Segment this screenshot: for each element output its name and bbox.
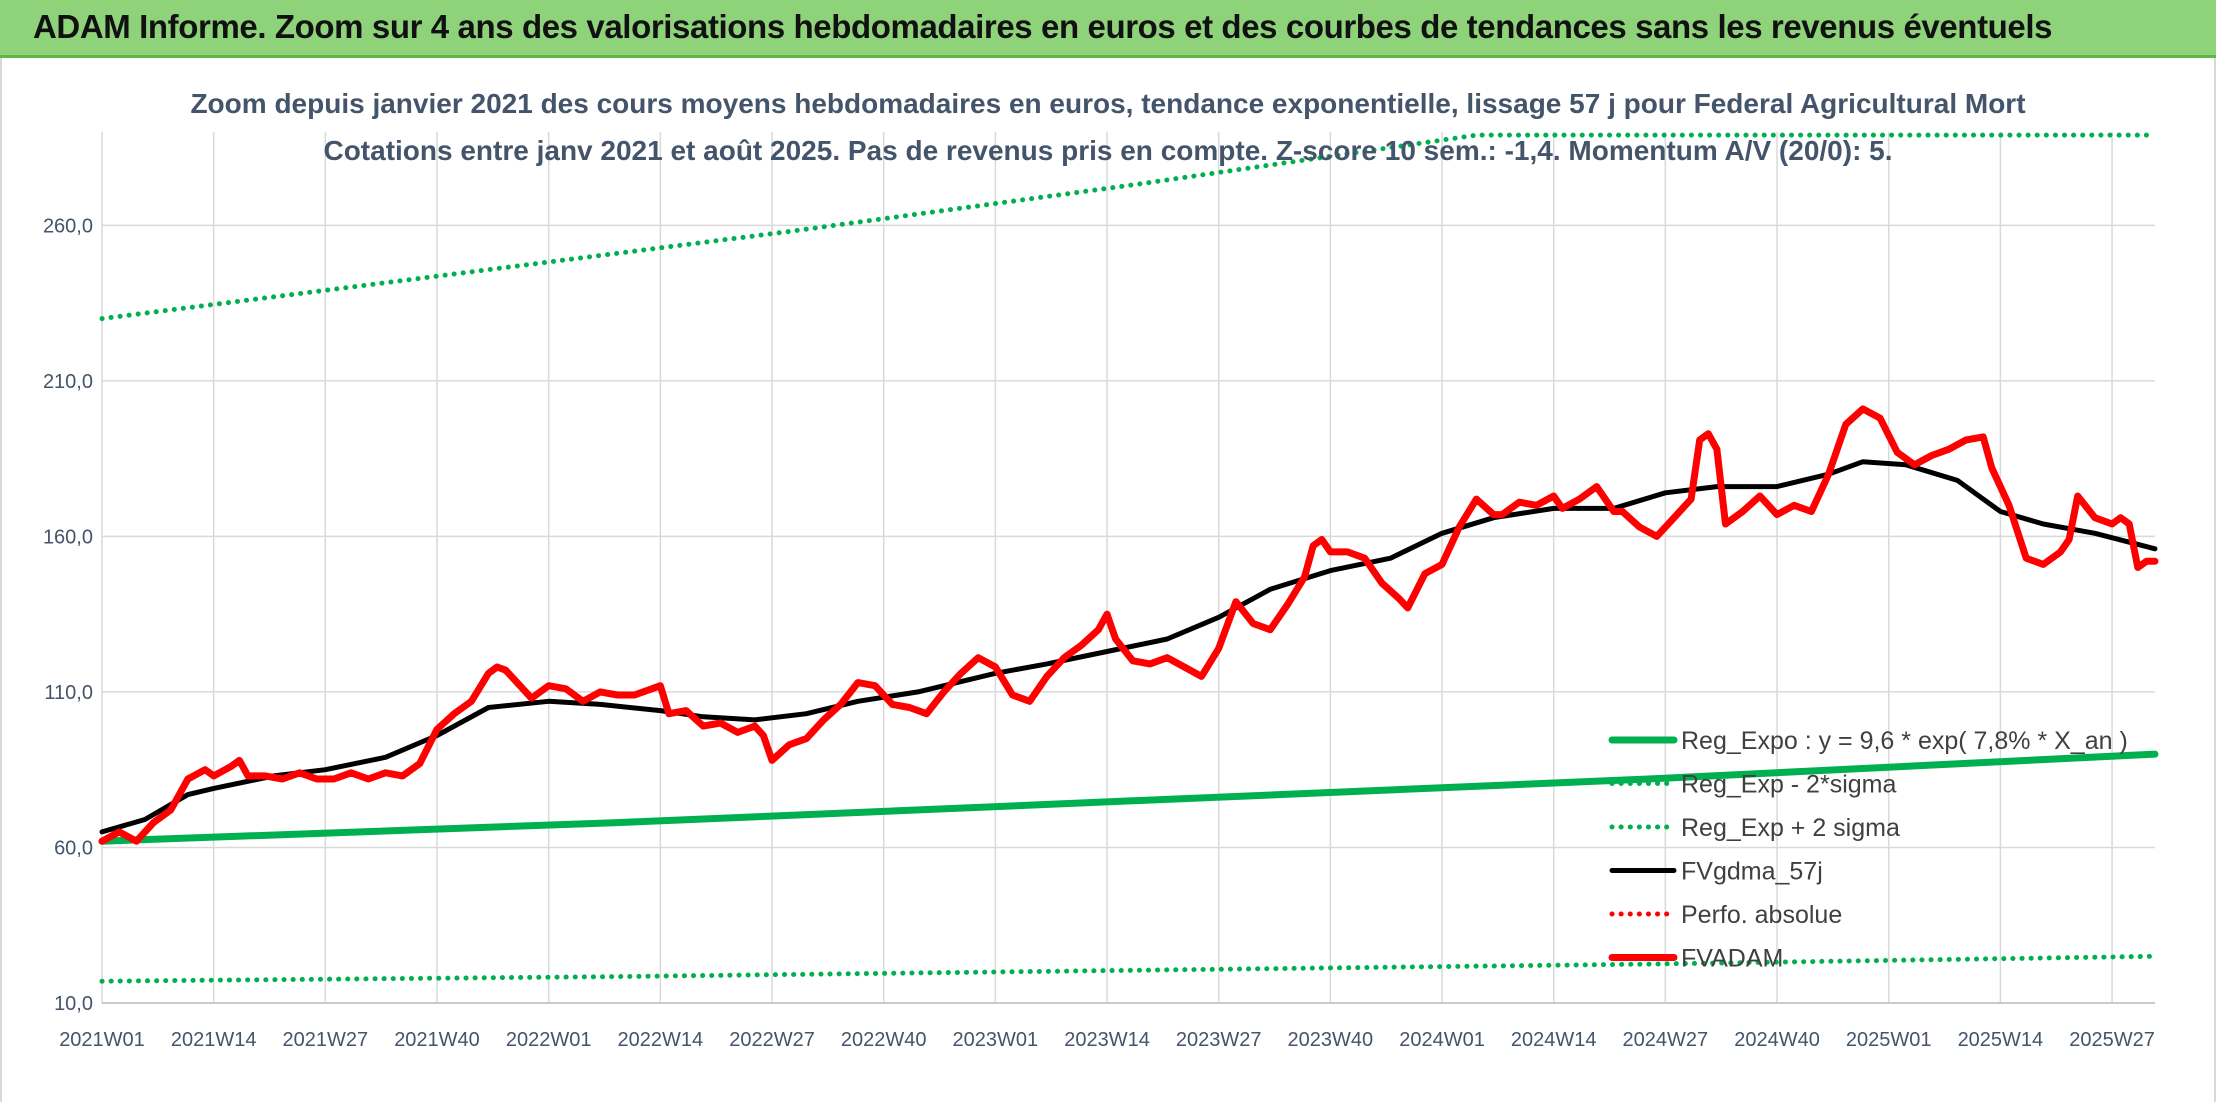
x-tick-label: 2021W01 (59, 1029, 145, 1051)
x-tick-label: 2024W27 (1623, 1029, 1709, 1051)
x-tick-label: 2023W27 (1176, 1029, 1262, 1051)
x-tick-label: 2025W14 (1958, 1029, 2044, 1051)
legend-label: Reg_Expo : y = 9,6 * exp( 7,8% * X_an ) (1681, 727, 2128, 755)
legend: Reg_Expo : y = 9,6 * exp( 7,8% * X_an ) R… (1608, 727, 2128, 973)
page-title: ADAM Informe. Zoom sur 4 ans des valoris… (33, 8, 2053, 45)
x-tick-label: 2022W27 (729, 1029, 815, 1051)
header-banner: ADAM Informe. Zoom sur 4 ans des valoris… (0, 0, 2216, 58)
y-axis: 10,0 60,0 110,0 160,0 210,0 260,0 (43, 215, 93, 1015)
series-line (99, 132, 2158, 322)
series-line (99, 459, 2158, 835)
series-lines (98, 132, 2159, 984)
x-tick-label: 2024W01 (1399, 1029, 1485, 1051)
x-tick-label: 2022W14 (618, 1029, 704, 1051)
chart-subtitle: Cotations entre janv 2021 et août 2025. … (323, 135, 1893, 166)
x-tick-label: 2022W40 (841, 1029, 927, 1051)
series-line (98, 405, 2159, 845)
y-tick-label: 210,0 (43, 371, 93, 393)
y-tick-label: 160,0 (43, 526, 93, 548)
x-tick-label: 2021W40 (394, 1029, 480, 1051)
gridlines (101, 132, 2155, 1004)
series-line (98, 750, 2159, 845)
y-tick-label: 110,0 (44, 682, 93, 704)
x-tick-label: 2023W01 (953, 1029, 1039, 1051)
x-tick-label: 2025W01 (1846, 1029, 1932, 1051)
x-tick-label: 2024W14 (1511, 1029, 1597, 1051)
x-tick-label: 2022W01 (506, 1029, 592, 1051)
x-tick-label: 2023W40 (1288, 1029, 1374, 1051)
x-tick-label: 2025W27 (2069, 1029, 2155, 1051)
legend-label: Reg_Exp + 2 sigma (1681, 814, 1900, 842)
legend-label: FVgdma_57j (1681, 858, 1823, 886)
chart-frame (0, 58, 2216, 1102)
legend-label: Reg_Exp - 2*sigma (1681, 771, 1896, 799)
legend-label: FVADAM (1681, 945, 1783, 973)
chart-title: Zoom depuis janvier 2021 des cours moyen… (190, 88, 2026, 119)
y-tick-label: 10,0 (54, 993, 93, 1015)
legend-label: Perfo. absolue (1681, 901, 1842, 929)
y-tick-label: 260,0 (43, 215, 93, 237)
y-tick-label: 60,0 (54, 837, 93, 859)
x-tick-label: 2021W14 (171, 1029, 257, 1051)
series-line (99, 953, 2158, 984)
x-tick-label: 2024W40 (1734, 1029, 1820, 1051)
x-tick-label: 2021W27 (283, 1029, 369, 1051)
x-axis: 2021W01 2021W14 2021W27 2021W40 2022W01 2022W… (59, 1029, 2155, 1051)
x-tick-label: 2023W14 (1064, 1029, 1150, 1051)
